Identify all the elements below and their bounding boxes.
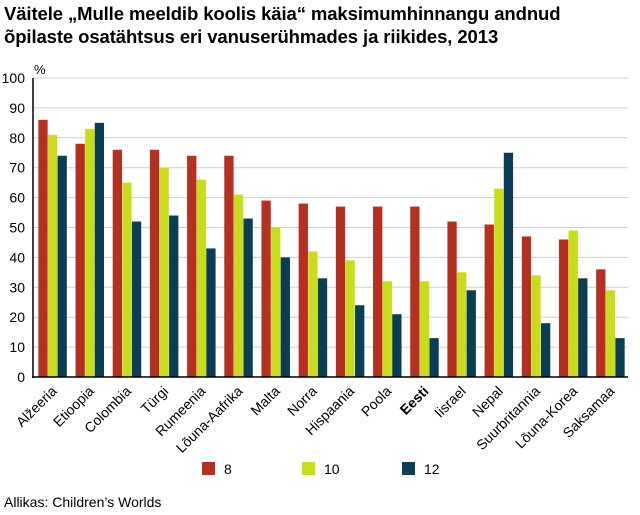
bar-8-8: [298, 203, 308, 377]
bar-10-16: [605, 290, 616, 377]
legend-label-8: 8: [224, 461, 232, 477]
bar-12-15: [578, 278, 588, 377]
bar-8-11: [410, 206, 420, 377]
bar-12-9: [355, 305, 365, 377]
bar-10-10: [382, 281, 392, 377]
bar-12-8: [317, 278, 328, 377]
bar-12-7: [280, 257, 290, 377]
bar-8-3: [112, 149, 123, 377]
x-tick-label: Lõuna-Aafrika: [173, 383, 246, 456]
bar-8-9: [335, 206, 346, 377]
bar-8-12: [447, 221, 457, 377]
x-tick-label: Poola: [358, 383, 395, 420]
bar-12-4: [169, 215, 179, 377]
bar-8-1: [38, 119, 48, 378]
bar-12-10: [392, 314, 402, 377]
y-tick-label: 40: [9, 249, 25, 265]
x-tick-label: Türgi: [137, 383, 171, 417]
bar-10-7: [271, 227, 281, 377]
bar-10-2: [85, 128, 95, 377]
legend-label-12: 12: [424, 461, 440, 477]
legend-swatch-10: [302, 462, 315, 475]
bar-12-1: [57, 155, 67, 377]
chart-title-line-1: Väitele „Mulle meeldib koolis käia“ maks…: [4, 3, 561, 24]
bar-10-14: [531, 275, 541, 377]
bar-12-6: [243, 218, 253, 377]
bar-8-10: [373, 206, 383, 377]
bar-10-5: [196, 179, 206, 377]
bar-8-13: [484, 224, 494, 377]
bar-10-13: [494, 188, 504, 377]
bar-8-14: [521, 236, 532, 377]
y-tick-label: 50: [9, 220, 25, 236]
bar-8-16: [596, 269, 606, 377]
legend-swatch-12: [402, 462, 415, 475]
bar-12-2: [94, 122, 105, 377]
bar-10-11: [419, 281, 430, 377]
bar-chart: 0102030405060708090100%AlžeeriaEtioopiaC…: [2, 62, 628, 477]
chart-title: Väitele „Mulle meeldib koolis käia“ maks…: [4, 2, 636, 48]
source-note: Allikas: Children’s Worlds: [4, 494, 162, 510]
legend-label-10: 10: [324, 461, 340, 477]
legend-swatch-8: [202, 462, 215, 475]
bar-12-3: [131, 221, 142, 377]
bar-8-4: [149, 149, 160, 377]
y-tick-label: 10: [9, 339, 25, 355]
bar-10-15: [568, 230, 578, 377]
y-tick-label: 90: [9, 100, 25, 116]
bar-12-12: [466, 290, 476, 377]
x-tick-label: Eesti: [397, 383, 432, 418]
bar-8-2: [75, 143, 85, 377]
y-tick-label: 20: [9, 309, 25, 325]
x-tick-label: Iisrael: [431, 383, 469, 421]
bar-12-11: [429, 338, 439, 377]
bar-12-13: [503, 152, 514, 377]
chart-title-line-2: õpilaste osatähtsus eri vanuserühmades j…: [4, 26, 499, 47]
bar-8-15: [558, 239, 569, 377]
bar-8-6: [224, 155, 234, 377]
bar-10-1: [47, 134, 58, 377]
y-tick-label: 70: [9, 160, 25, 176]
y-tick-label: 30: [9, 279, 25, 295]
bar-12-5: [206, 248, 216, 377]
y-tick-label: 80: [9, 130, 25, 146]
y-axis-label: %: [34, 62, 46, 77]
bar-10-4: [159, 167, 169, 377]
y-tick-label: 60: [9, 190, 25, 206]
bar-10-9: [345, 260, 355, 377]
bar-8-7: [261, 200, 271, 377]
bar-8-5: [187, 155, 197, 377]
bar-12-14: [540, 323, 551, 377]
bar-10-3: [122, 182, 132, 377]
bar-10-8: [308, 251, 318, 377]
bar-10-12: [457, 272, 467, 377]
y-tick-label: 100: [2, 70, 26, 86]
bar-10-6: [233, 194, 244, 377]
y-tick-label: 0: [17, 369, 25, 385]
bar-12-16: [615, 338, 625, 377]
x-tick-label: Malta: [247, 383, 283, 419]
